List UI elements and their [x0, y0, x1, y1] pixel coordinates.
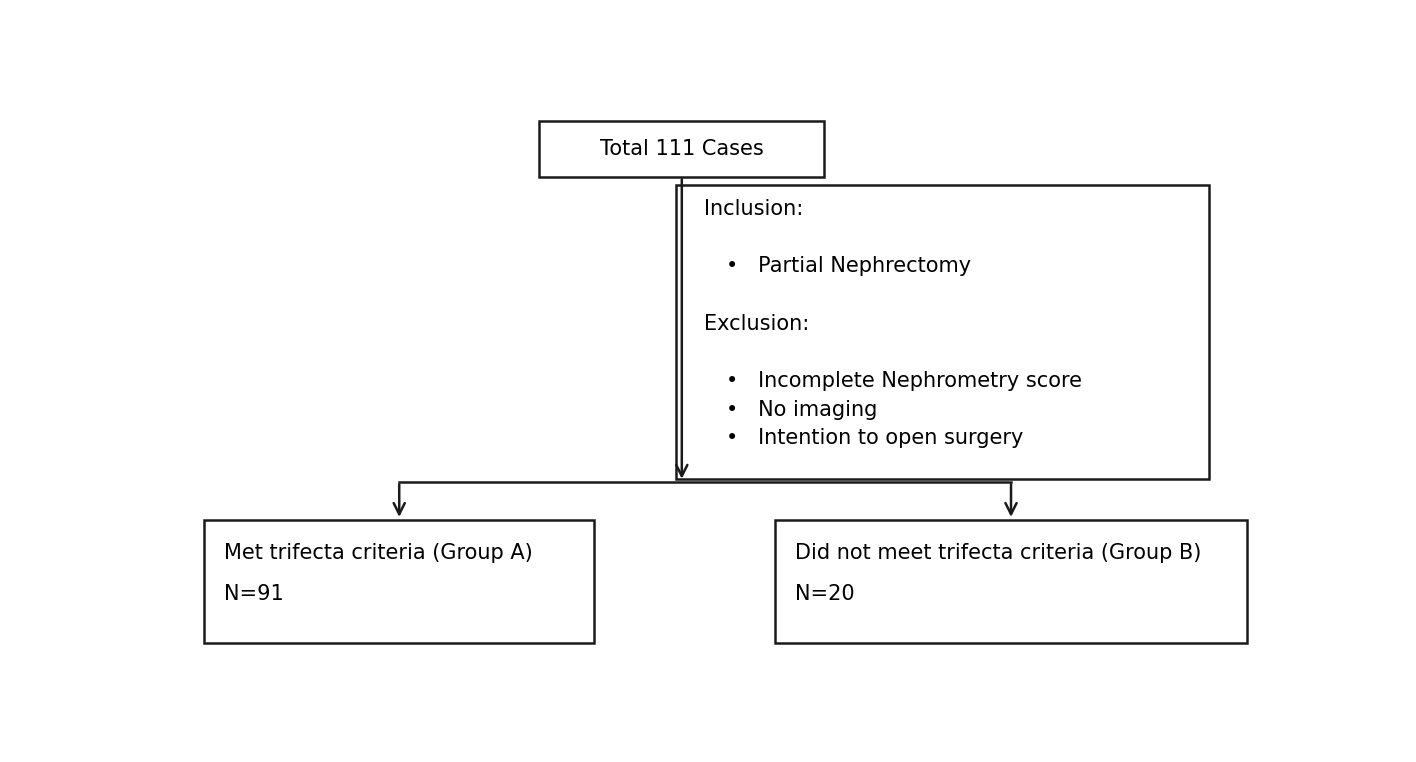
- Text: N=91: N=91: [224, 584, 285, 604]
- FancyBboxPatch shape: [539, 121, 824, 177]
- Text: Exclusion:: Exclusion:: [704, 313, 809, 334]
- Text: •   No imaging: • No imaging: [726, 399, 877, 420]
- FancyBboxPatch shape: [204, 520, 595, 643]
- Text: •   Incomplete Nephrometry score: • Incomplete Nephrometry score: [726, 371, 1082, 391]
- Text: Inclusion:: Inclusion:: [704, 199, 803, 219]
- FancyBboxPatch shape: [677, 185, 1209, 479]
- Text: •   Partial Nephrectomy: • Partial Nephrectomy: [726, 256, 971, 276]
- Text: N=20: N=20: [794, 584, 854, 604]
- FancyBboxPatch shape: [775, 520, 1247, 643]
- Text: Met trifecta criteria (Group A): Met trifecta criteria (Group A): [224, 543, 532, 563]
- Text: •   Intention to open surgery: • Intention to open surgery: [726, 428, 1024, 448]
- Text: Total 111 Cases: Total 111 Cases: [600, 139, 763, 158]
- Text: Did not meet trifecta criteria (Group B): Did not meet trifecta criteria (Group B): [794, 543, 1201, 563]
